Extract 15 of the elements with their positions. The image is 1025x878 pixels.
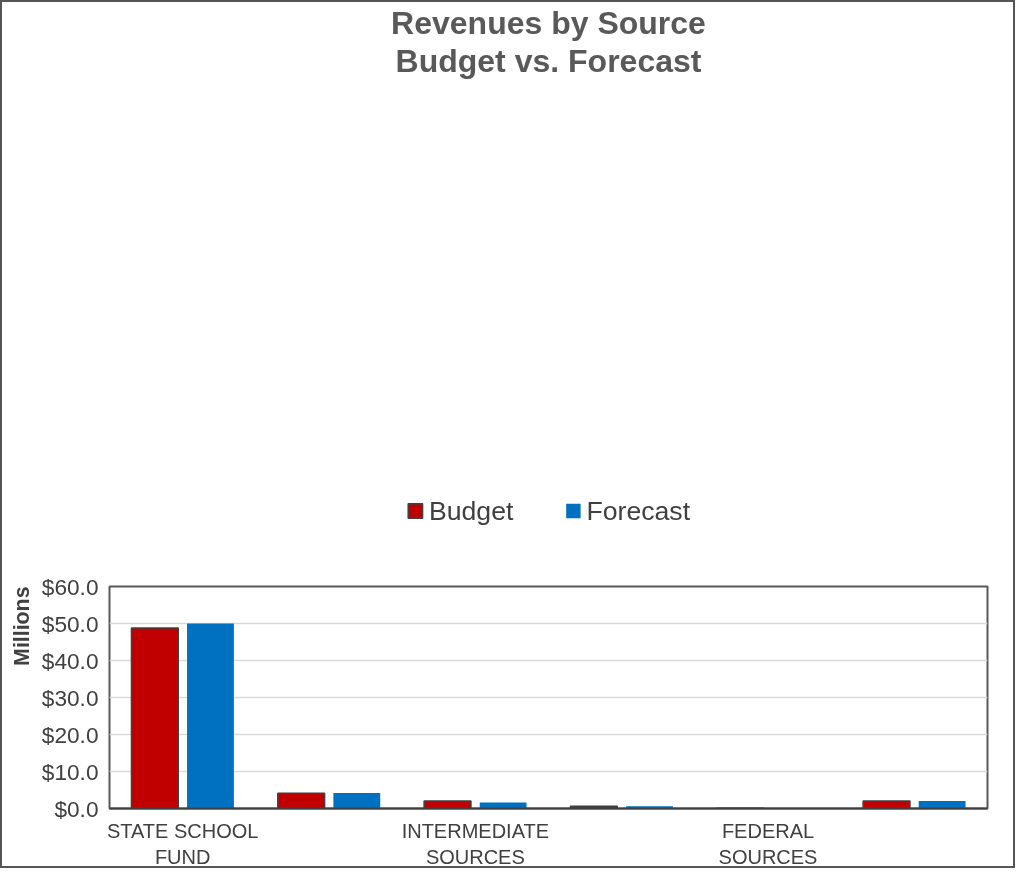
y-tick-label: $10.0 xyxy=(41,758,99,785)
x-tick-label: INTERMEDIATE SOURCES xyxy=(401,819,550,868)
y-axis-title: Millions xyxy=(9,586,34,666)
x-tick-label: STATE SCHOOL FUND xyxy=(106,819,259,868)
y-tick-label: $50.0 xyxy=(41,610,99,637)
x-tick-label: FEDERAL SOURCES xyxy=(718,819,818,868)
y-tick-label: $30.0 xyxy=(41,684,99,711)
y-tick-label: $20.0 xyxy=(41,721,99,748)
y-tick-label: $60.0 xyxy=(41,573,99,600)
y-tick-label: $0.0 xyxy=(54,795,99,822)
legend-label: Forecast xyxy=(586,495,691,527)
legend-label: Budget xyxy=(428,495,514,527)
chart-subtitle: Budget vs. Forecast xyxy=(395,42,702,79)
chart-title: Revenues by Source xyxy=(391,4,706,41)
y-tick-label: $40.0 xyxy=(41,647,99,674)
